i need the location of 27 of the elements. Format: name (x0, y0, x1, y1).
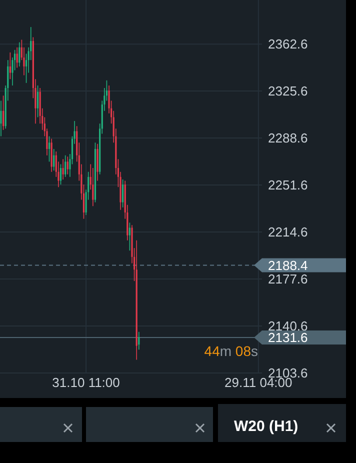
candlestick (66, 156, 68, 175)
candlestick (62, 158, 64, 180)
candlestick (92, 168, 94, 207)
text: W20 (H1) (234, 418, 298, 435)
x-tick-label: 31.10 11:00 (52, 375, 120, 390)
candlestick (48, 136, 50, 162)
candlestick (60, 164, 62, 185)
candlestick (64, 154, 66, 178)
candlestick (122, 179, 124, 208)
candlestick (18, 42, 20, 67)
candlestick (128, 222, 131, 251)
y-tick-label: 2177.6 (268, 272, 308, 287)
y-tick-label: 2362.6 (268, 36, 308, 52)
y-tick-label: 2325.6 (268, 84, 308, 99)
candlestick (36, 85, 39, 118)
y-tick-label: 2251.6 (268, 178, 308, 193)
y-tick-label: 2214.6 (268, 224, 308, 240)
y-tick-label: 2288.6 (268, 130, 308, 146)
candlestick (0, 100, 2, 137)
candlestick (16, 46, 18, 68)
candlestick (96, 143, 98, 182)
candlestick (9, 52, 11, 80)
candlestick (2, 95, 4, 130)
candlestick (138, 331, 140, 350)
annotation: 44m 08s (204, 343, 258, 359)
ref-line-label: 2188.4 (268, 258, 308, 273)
candlestick (53, 148, 55, 171)
